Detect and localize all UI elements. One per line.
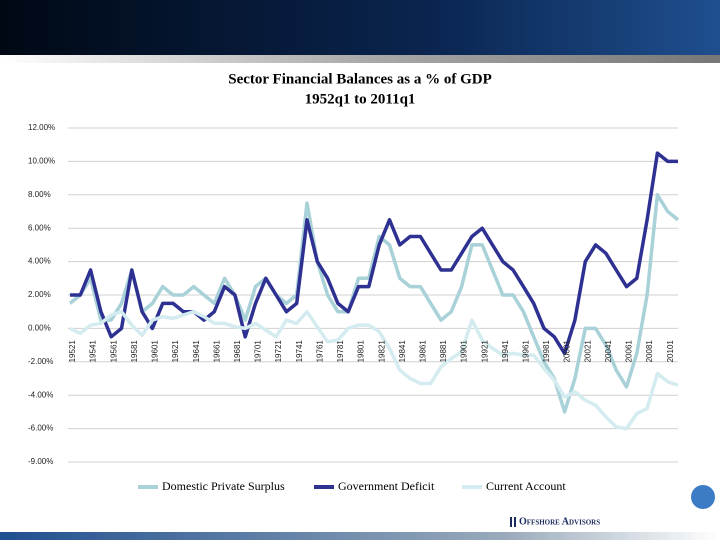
x-tick-label: 20021 xyxy=(583,340,592,363)
logo-mark xyxy=(510,517,512,527)
x-tick-label: 19941 xyxy=(501,340,510,363)
x-tick-label: 19981 xyxy=(542,340,551,363)
x-tick-label: 20101 xyxy=(666,340,675,363)
x-tick-label: 19861 xyxy=(418,340,427,363)
y-tick-label: 4.00% xyxy=(28,257,51,266)
logo-mark xyxy=(514,517,516,527)
header-bar xyxy=(0,0,720,55)
x-tick-label: 19821 xyxy=(377,340,386,363)
y-tick-label: 2.00% xyxy=(28,290,51,299)
x-tick-label: 19781 xyxy=(336,340,345,363)
x-tick-label: 19921 xyxy=(480,340,489,363)
x-tick-label: 19961 xyxy=(522,340,531,363)
y-tick-label: 10.00% xyxy=(28,157,55,166)
x-tick-label: 19761 xyxy=(315,340,324,363)
chart-title: Sector Financial Balances as a % of GDP xyxy=(228,71,491,87)
x-tick-label: 19721 xyxy=(274,340,283,363)
x-tick-label: 19601 xyxy=(151,340,160,363)
x-tick-label: 19841 xyxy=(398,340,407,363)
x-tick-label: 19701 xyxy=(254,340,263,363)
x-tick-label: 19661 xyxy=(212,340,221,363)
x-tick-label: 19581 xyxy=(130,340,139,363)
y-tick-label: 0.00% xyxy=(28,324,51,333)
y-tick-label: -6.00% xyxy=(28,424,53,433)
series-line xyxy=(70,151,678,356)
series-line xyxy=(69,309,679,431)
x-tick-label: 19881 xyxy=(439,340,448,363)
chart-subtitle: 1952q1 to 2011q1 xyxy=(305,91,416,107)
x-tick-label: 19641 xyxy=(192,340,201,363)
x-tick-label: 20081 xyxy=(645,340,654,363)
x-tick-label: 20001 xyxy=(563,340,572,363)
y-tick-label: -2.00% xyxy=(28,357,53,366)
x-tick-label: 20061 xyxy=(625,340,634,363)
y-tick-label: -9.00% xyxy=(28,457,53,466)
brand-name: Offshore Advisors xyxy=(519,516,600,527)
logo: Offshore Advisors xyxy=(510,485,715,527)
x-tick-label: 20041 xyxy=(604,340,613,363)
x-tick-label: 19621 xyxy=(171,340,180,363)
x-tick-label: 19801 xyxy=(357,340,366,363)
x-tick-label: 19681 xyxy=(233,340,242,363)
series-line xyxy=(68,193,680,414)
y-tick-label: 6.00% xyxy=(28,223,51,232)
header-strip xyxy=(0,55,720,63)
legend-label: Current Account xyxy=(486,479,566,493)
logo-globe xyxy=(691,485,715,509)
x-tick-label: 19521 xyxy=(68,340,77,363)
y-tick-label: 12.00% xyxy=(28,123,55,132)
x-tick-label: 19541 xyxy=(89,340,98,363)
legend-label: Domestic Private Surplus xyxy=(162,479,285,493)
x-tick-label: 19561 xyxy=(109,340,118,363)
x-tick-label: 19901 xyxy=(460,340,469,363)
y-tick-label: 8.00% xyxy=(28,190,51,199)
legend-label: Government Deficit xyxy=(338,479,435,493)
x-tick-label: 19741 xyxy=(295,340,304,363)
y-tick-label: -4.00% xyxy=(28,390,53,399)
footer-strip xyxy=(0,532,720,540)
